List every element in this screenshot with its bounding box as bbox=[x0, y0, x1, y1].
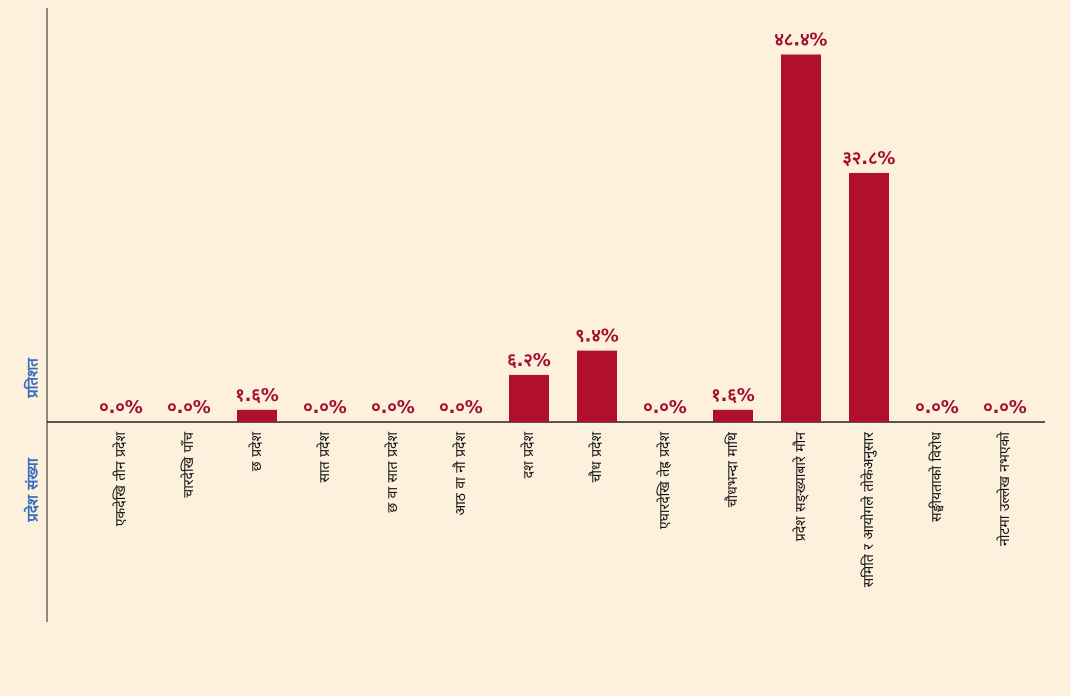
x-tick-label: चौध प्रदेश bbox=[588, 432, 605, 483]
value-label: ३२.८% bbox=[843, 148, 896, 169]
bar bbox=[237, 409, 277, 422]
x-tick-label: समिति र आयोगले तोकेअनुसार bbox=[860, 432, 877, 587]
bar bbox=[577, 350, 617, 422]
bar bbox=[713, 409, 753, 422]
value-label: ०.०% bbox=[439, 397, 483, 418]
value-label: ०.०% bbox=[99, 397, 143, 418]
x-tick-label: एकदेखि तीन प्रदेश bbox=[112, 432, 129, 527]
value-label: १.६% bbox=[711, 385, 755, 406]
value-label: ०.०% bbox=[371, 397, 415, 418]
value-label: ९.४% bbox=[575, 326, 619, 347]
x-tick-label: दश प्रदेश bbox=[520, 432, 537, 479]
x-tick-label: छ प्रदेश bbox=[248, 432, 265, 472]
value-label: ६.२% bbox=[507, 350, 551, 371]
x-tick-label: एघारदेखि तेह्र प्रदेश bbox=[656, 432, 673, 530]
bar bbox=[509, 374, 549, 422]
value-label: ०.०% bbox=[643, 397, 687, 418]
x-tick-label: प्रदेश सङ्ख्याबारे मौन bbox=[792, 432, 809, 541]
x-tick-label: नोटमा उल्लेख नभएको bbox=[996, 432, 1013, 546]
value-label: ०.०% bbox=[983, 397, 1027, 418]
value-label: ०.०% bbox=[167, 397, 211, 418]
bar bbox=[781, 54, 821, 422]
x-tick-label: सात प्रदेश bbox=[316, 432, 333, 483]
value-label: ०.०% bbox=[303, 397, 347, 418]
x-tick-label: चारदेखि पाँच bbox=[180, 431, 197, 498]
value-label: १.६% bbox=[235, 385, 279, 406]
x-tick-label: चौधभन्दा माथि bbox=[724, 431, 741, 507]
x-tick-label: आठ वा नौ प्रदेश bbox=[452, 432, 469, 516]
x-tick-label: छ वा सात प्रदेश bbox=[384, 432, 401, 513]
value-label: ०.०% bbox=[915, 397, 959, 418]
x-tick-label: सङ्घीयताको विरोध bbox=[928, 432, 945, 522]
value-label: ४८.४% bbox=[775, 30, 828, 51]
bar bbox=[849, 172, 889, 422]
x-axis-label: प्रदेश संख्या bbox=[24, 457, 42, 523]
y-axis-label: प्रतिशत bbox=[24, 357, 42, 399]
